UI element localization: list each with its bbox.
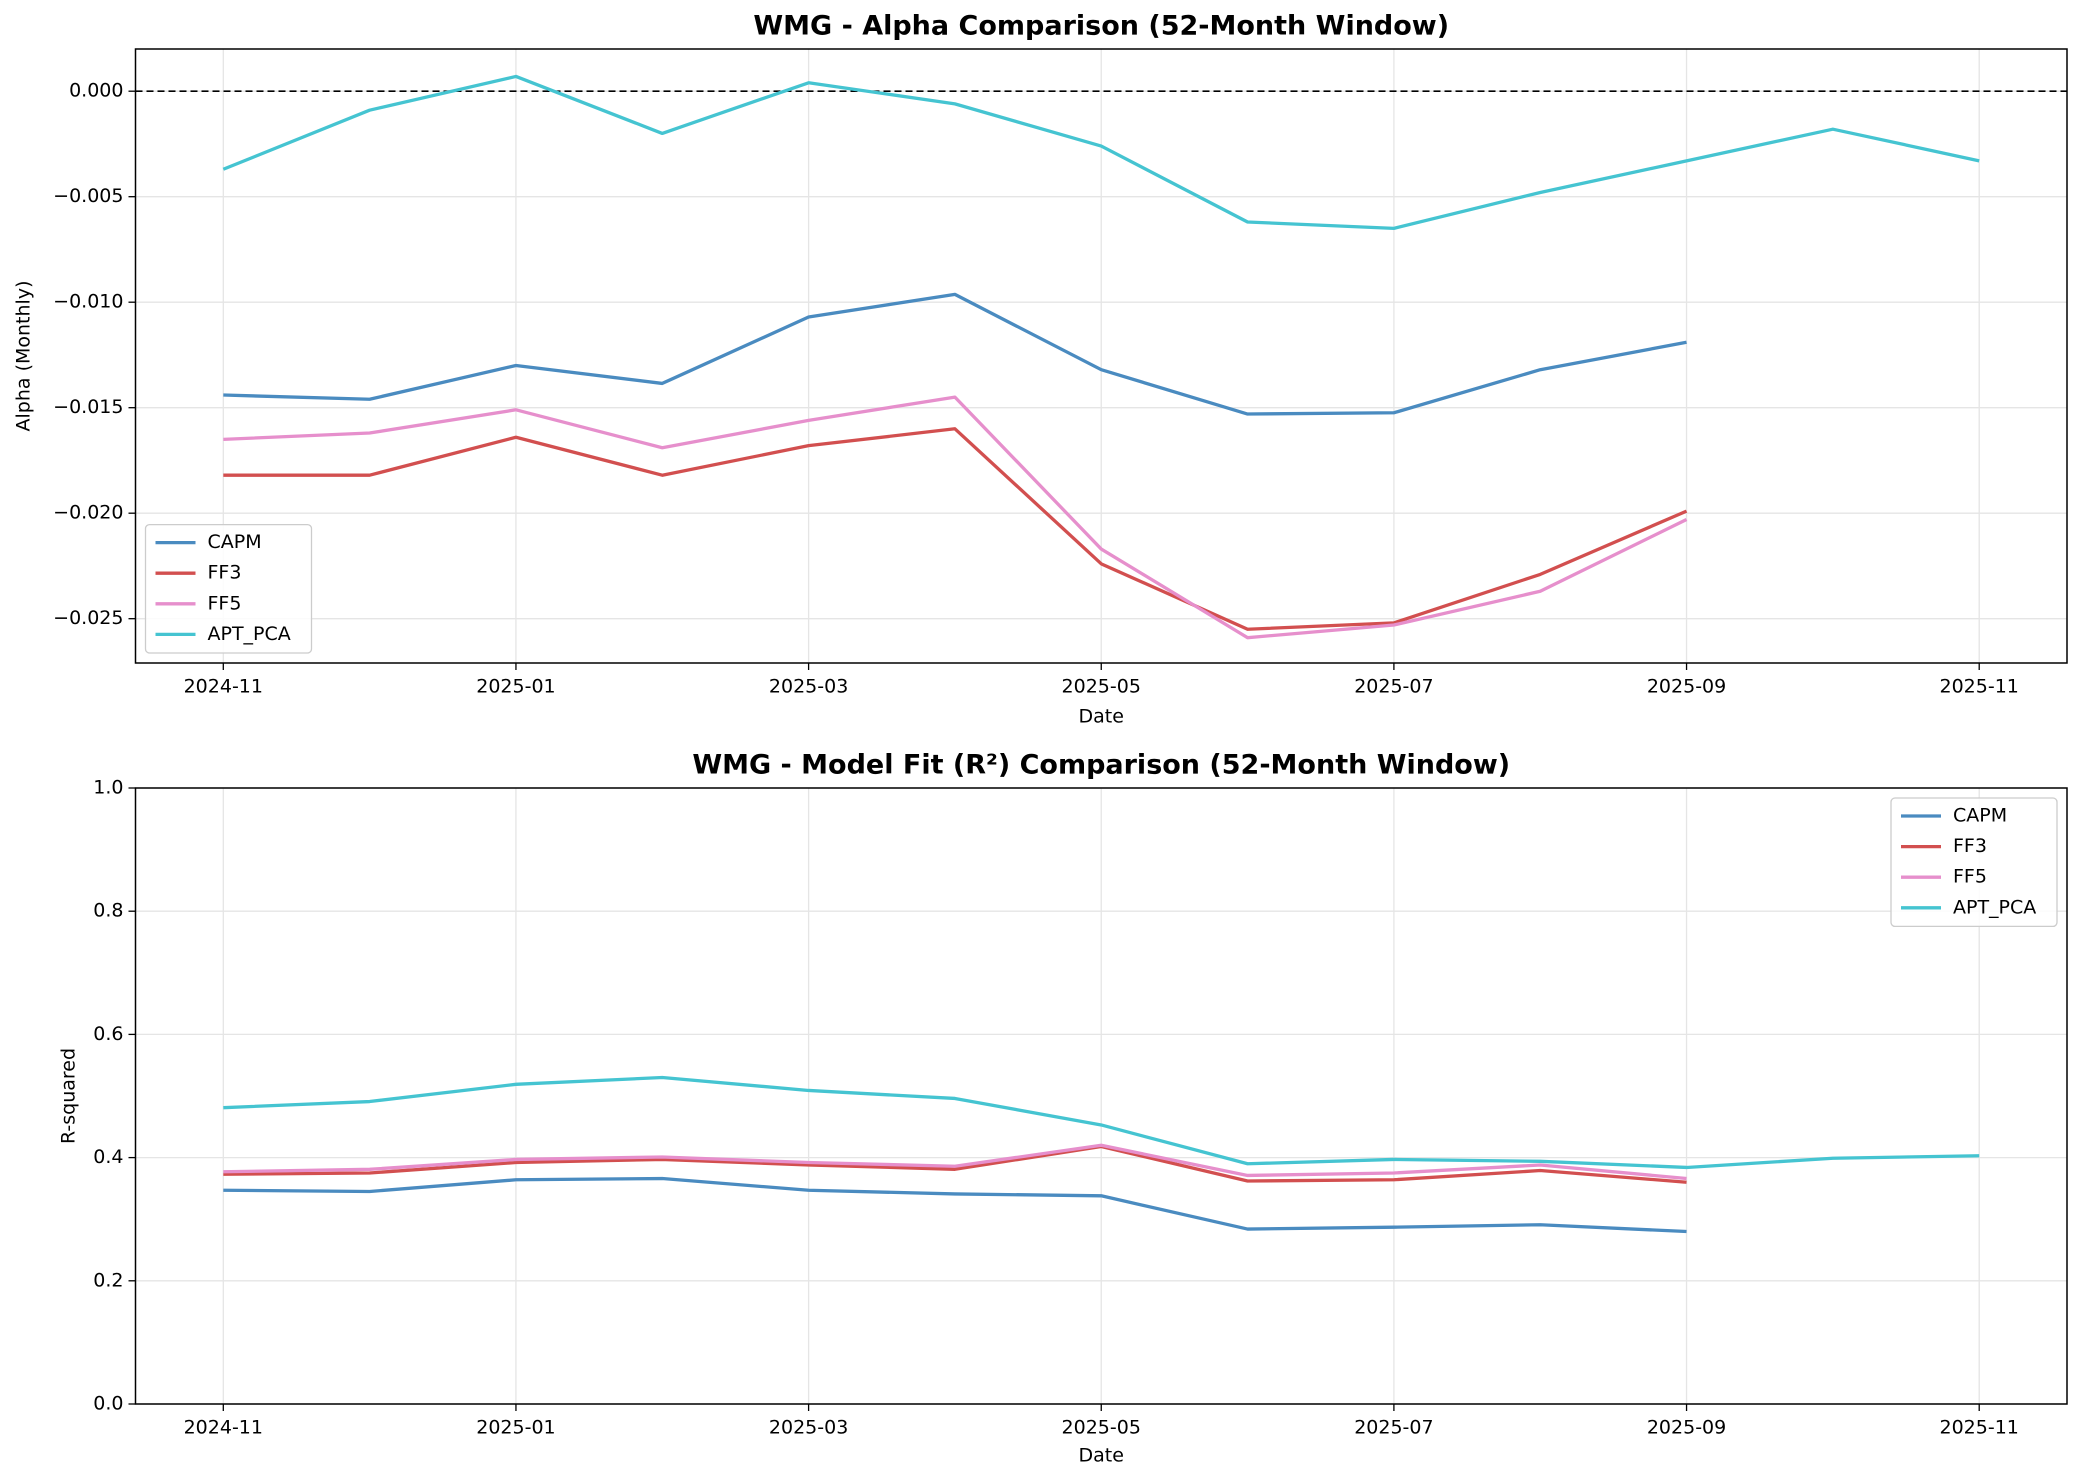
legend-label: APT_PCA <box>1953 896 2036 918</box>
y-tick-label: −0.025 <box>53 607 123 629</box>
y-tick-label: 0.2 <box>93 1269 123 1291</box>
plot: 2024-11 2025-01 2025-03 2025-05 2025-07 2025-… <box>13 11 2068 728</box>
legend-label: CAPM <box>208 531 262 553</box>
x-tick-label: 2025-03 <box>769 1417 848 1439</box>
series-line <box>223 1176 1687 1234</box>
legend-box <box>144 523 313 654</box>
y-tick-label: 0.0 <box>93 1393 123 1415</box>
legend-label: FF5 <box>1953 866 1987 888</box>
x-tick-label: 2025-11 <box>1940 676 2019 698</box>
x-axis-label: Date <box>1079 706 1124 728</box>
y-tick-label: −0.010 <box>53 291 123 313</box>
legend-label: FF3 <box>208 562 242 584</box>
y-tick-label: −0.020 <box>53 502 123 524</box>
series-line <box>223 395 1688 640</box>
legend: CAPM FF3 FF5 APT_PCA <box>144 523 313 654</box>
y-axis-label: R-squared <box>58 1048 80 1144</box>
y-tick-label: −0.015 <box>53 396 123 418</box>
x-tick-label: 2025-09 <box>1647 1417 1726 1439</box>
x-tick-label: 2025-01 <box>476 1417 555 1439</box>
series-line <box>223 1144 1687 1184</box>
series-line <box>223 1143 1687 1181</box>
y-tick-label: 1.0 <box>93 777 123 799</box>
series-line <box>223 1075 1980 1170</box>
legend-label: FF5 <box>208 592 242 614</box>
x-tick-label: 2025-11 <box>1940 1417 2019 1439</box>
x-tick-label: 2024-11 <box>184 676 263 698</box>
x-axis-label: Date <box>1079 1445 1124 1467</box>
legend-label: FF3 <box>1953 835 1987 857</box>
y-tick-label: 0.6 <box>93 1023 123 1045</box>
x-tick-label: 2025-07 <box>1354 1417 1433 1439</box>
plot: 2024-11 2025-01 2025-03 2025-05 2025-07 2025-… <box>58 750 2068 1467</box>
x-tick-label: 2025-07 <box>1354 676 1433 698</box>
x-tick-label: 2025-03 <box>769 676 848 698</box>
y-tick-label: −0.005 <box>53 185 123 207</box>
legend: CAPM FF3 FF5 APT_PCA <box>1890 797 2058 928</box>
legend-box <box>1890 797 2058 928</box>
y-axis-label: Alpha (Monthly) <box>13 281 35 432</box>
x-tick-label: 2025-09 <box>1647 676 1726 698</box>
series-line <box>222 74 1980 230</box>
x-tick-label: 2025-05 <box>1062 676 1141 698</box>
legend-label: CAPM <box>1953 805 2007 827</box>
series-line <box>223 427 1688 631</box>
y-tick-label: 0.000 <box>69 80 123 102</box>
legend-label: APT_PCA <box>208 623 291 645</box>
x-tick-label: 2025-01 <box>476 676 555 698</box>
y-tick-label: 0.4 <box>93 1146 123 1168</box>
series-line <box>223 292 1687 416</box>
x-tick-label: 2024-11 <box>184 1417 263 1439</box>
y-tick-label: 0.8 <box>93 900 123 922</box>
chart-title: WMG - Alpha Comparison (52-Month Window) <box>753 11 1449 42</box>
x-tick-label: 2025-05 <box>1062 1417 1141 1439</box>
chart-title: WMG - Model Fit (R²) Comparison (52-Mont… <box>692 750 1510 781</box>
